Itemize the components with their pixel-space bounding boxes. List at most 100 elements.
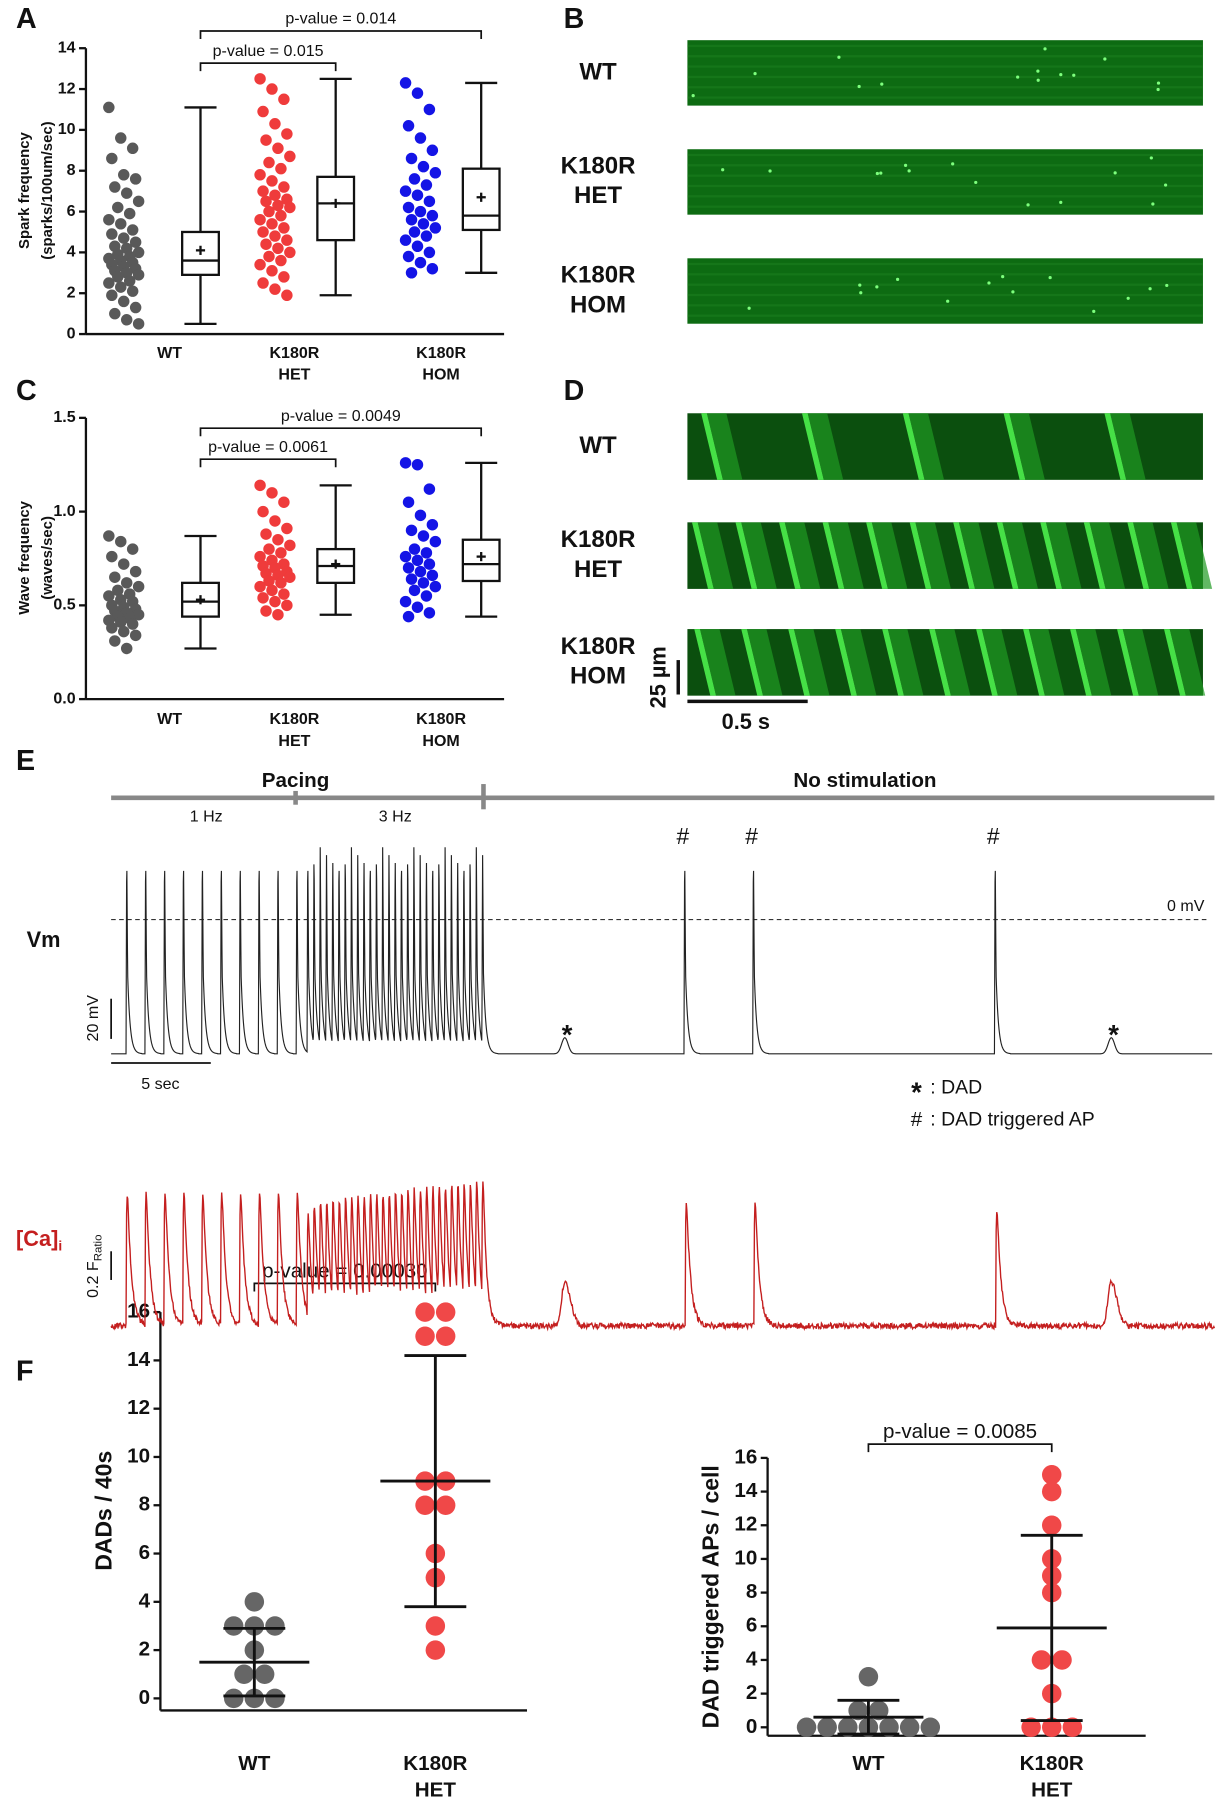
data-point bbox=[109, 307, 121, 320]
data-point bbox=[254, 169, 266, 181]
kymograph-band bbox=[687, 164, 1203, 167]
legend-symbol: # bbox=[911, 1108, 923, 1131]
data-point bbox=[112, 201, 124, 214]
spark bbox=[858, 283, 862, 287]
data-point bbox=[269, 230, 281, 242]
data-point bbox=[408, 543, 421, 555]
data-point bbox=[411, 458, 424, 471]
spark bbox=[1026, 203, 1030, 207]
kymograph-band bbox=[687, 86, 1203, 89]
data-point bbox=[420, 179, 433, 191]
data-point bbox=[879, 1717, 899, 1738]
x-tick-label: HOM bbox=[422, 732, 459, 750]
data-point bbox=[118, 169, 130, 181]
wave-tail bbox=[807, 413, 844, 480]
data-point bbox=[426, 569, 439, 582]
data-point bbox=[103, 530, 115, 542]
spark bbox=[903, 163, 908, 167]
data-point bbox=[402, 250, 415, 263]
data-point bbox=[266, 218, 278, 230]
data-point bbox=[405, 573, 418, 585]
wave-tail bbox=[1133, 522, 1169, 589]
data-point bbox=[405, 213, 418, 226]
data-point bbox=[868, 1700, 889, 1721]
wave-tail bbox=[934, 629, 971, 696]
data-point bbox=[429, 580, 442, 593]
wave-front bbox=[741, 629, 764, 696]
legend-text: : DAD triggered AP bbox=[930, 1109, 1094, 1131]
kymograph-band bbox=[687, 96, 1203, 99]
significance-bracket bbox=[867, 1443, 1053, 1453]
spark bbox=[987, 281, 991, 285]
wave-tail bbox=[915, 522, 951, 589]
data-point bbox=[260, 134, 272, 146]
y-tick-label: 14 bbox=[127, 1348, 150, 1371]
data-point bbox=[399, 77, 412, 89]
data-point bbox=[417, 577, 430, 589]
data-point bbox=[426, 209, 439, 222]
data-point bbox=[284, 571, 296, 583]
data-point bbox=[263, 156, 275, 169]
wave-tail bbox=[871, 522, 908, 589]
wave-front bbox=[1040, 522, 1063, 589]
x-tick-label: WT bbox=[238, 1752, 270, 1775]
kymograph-band bbox=[687, 314, 1203, 317]
row-label: HET bbox=[574, 556, 622, 583]
y-tick-label: 0 bbox=[67, 324, 76, 342]
data-point bbox=[129, 301, 142, 314]
wave-front bbox=[953, 522, 975, 589]
data-point bbox=[112, 584, 124, 597]
scale-bar-label: 20 mV bbox=[84, 995, 102, 1042]
data-point bbox=[120, 642, 133, 655]
row-label: WT bbox=[579, 58, 617, 85]
y-tick-label: 12 bbox=[734, 1513, 757, 1536]
kymograph bbox=[687, 40, 1203, 106]
data-point bbox=[132, 608, 145, 621]
data-point bbox=[223, 1688, 244, 1709]
panel-label: C bbox=[16, 375, 37, 407]
data-point bbox=[408, 226, 421, 238]
data-point bbox=[402, 201, 415, 214]
y-tick-label: 0.0 bbox=[53, 689, 75, 707]
data-point bbox=[435, 1326, 456, 1347]
data-point bbox=[129, 629, 142, 642]
data-point bbox=[115, 281, 127, 293]
wave-tail bbox=[887, 629, 924, 696]
y-tick-label: 16 bbox=[734, 1445, 757, 1468]
scale-bar-label-main: 0.2 F bbox=[84, 1261, 102, 1298]
data-point bbox=[1041, 1481, 1062, 1502]
y-tick-label: 10 bbox=[734, 1546, 757, 1569]
scale-bar-label: 25 µm bbox=[646, 646, 671, 708]
data-point bbox=[244, 1616, 265, 1636]
significance-bracket bbox=[199, 62, 337, 72]
data-point bbox=[429, 167, 442, 179]
x-tick-label: K180R bbox=[269, 344, 319, 362]
spark bbox=[1016, 75, 1020, 79]
scale-bar-label: 5 sec bbox=[141, 1075, 179, 1093]
y-tick-label: 2 bbox=[746, 1681, 757, 1704]
wave-tail bbox=[1075, 629, 1112, 696]
wave-front bbox=[1104, 413, 1127, 480]
data-point bbox=[284, 201, 296, 214]
data-point bbox=[126, 224, 139, 236]
data-point bbox=[275, 162, 287, 175]
panel-label: E bbox=[16, 745, 35, 777]
x-tick-label: HET bbox=[415, 1778, 457, 1800]
wave-front bbox=[902, 413, 925, 480]
data-point bbox=[426, 518, 439, 531]
p-value: p-value = 0.015 bbox=[213, 42, 324, 60]
spark bbox=[951, 162, 955, 166]
y-tick-label: 8 bbox=[67, 161, 76, 179]
data-point bbox=[275, 254, 287, 267]
phase-label: No stimulation bbox=[793, 769, 936, 792]
spark bbox=[1113, 171, 1117, 175]
kymograph-band bbox=[687, 273, 1203, 276]
data-point bbox=[284, 150, 296, 163]
wave-front bbox=[1083, 522, 1106, 589]
data-point bbox=[269, 283, 281, 295]
wave-tail bbox=[1169, 629, 1206, 696]
data-point bbox=[260, 605, 272, 617]
wave-tail bbox=[700, 629, 736, 696]
wave-tail bbox=[1176, 522, 1213, 589]
data-point bbox=[435, 1495, 456, 1516]
